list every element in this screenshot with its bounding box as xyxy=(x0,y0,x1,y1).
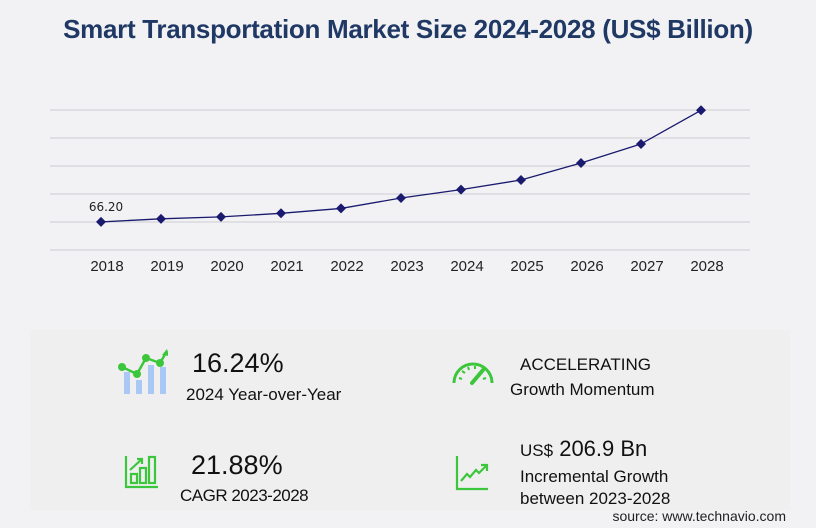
data-point xyxy=(636,138,646,149)
data-point xyxy=(336,203,346,214)
currency-prefix: US$ xyxy=(520,441,554,460)
x-tick-label: 2021 xyxy=(270,258,303,275)
x-axis-ticks: 2018 2019 2020 2021 2022 2023 2024 2025 2026 2027… xyxy=(90,258,723,275)
incremental-value-row: US$ 206.9 Bn xyxy=(520,436,647,462)
gridlines xyxy=(50,109,750,251)
bar-chart-up-icon xyxy=(124,455,158,489)
x-tick-label: 2025 xyxy=(510,258,543,275)
data-point xyxy=(576,158,586,169)
x-tick-label: 2024 xyxy=(450,258,483,275)
x-tick-label: 2027 xyxy=(630,258,663,275)
x-tick-label: 2023 xyxy=(390,258,423,275)
data-point xyxy=(156,213,166,224)
x-tick-label: 2026 xyxy=(570,258,603,275)
momentum-line2: Growth Momentum xyxy=(510,380,655,399)
incremental-value: 206.9 Bn xyxy=(559,436,648,461)
source-credit: source: www.technavio.com xyxy=(612,508,786,524)
data-point xyxy=(96,216,106,227)
growth-chart-icon xyxy=(118,349,168,394)
x-tick-label: 2018 xyxy=(90,258,123,275)
line-chart: 2018 2019 2020 2021 2022 2023 2024 2025 2026 2027… xyxy=(50,105,750,275)
x-tick-label: 2022 xyxy=(330,258,363,275)
incremental-line2: between 2023-2028 xyxy=(520,489,671,508)
momentum-line1: ACCELERATING xyxy=(520,355,651,374)
data-point xyxy=(516,175,526,185)
x-tick-label: 2020 xyxy=(210,258,243,275)
cagr-label: CAGR 2023-2028 xyxy=(180,486,309,505)
x-tick-label: 2028 xyxy=(690,258,723,275)
trend-up-icon xyxy=(455,456,489,491)
data-point xyxy=(216,211,226,222)
stats-panel xyxy=(30,330,790,510)
incremental-line1: Incremental Growth xyxy=(520,467,669,486)
yoy-label: 2024 Year-over-Year xyxy=(186,385,342,404)
data-point xyxy=(696,105,706,116)
x-tick-label: 2019 xyxy=(150,258,183,275)
data-points xyxy=(96,105,706,227)
chart-title: Smart Transportation Market Size 2024-20… xyxy=(63,14,753,44)
data-point xyxy=(276,208,286,219)
data-point xyxy=(396,193,406,204)
speedometer-icon xyxy=(452,362,494,385)
cagr-value: 21.88% xyxy=(191,450,283,480)
data-labels: 66.20 xyxy=(89,200,123,214)
data-point xyxy=(456,184,466,195)
yoy-value: 16.24% xyxy=(192,348,284,378)
data-label: 66.20 xyxy=(89,200,123,214)
